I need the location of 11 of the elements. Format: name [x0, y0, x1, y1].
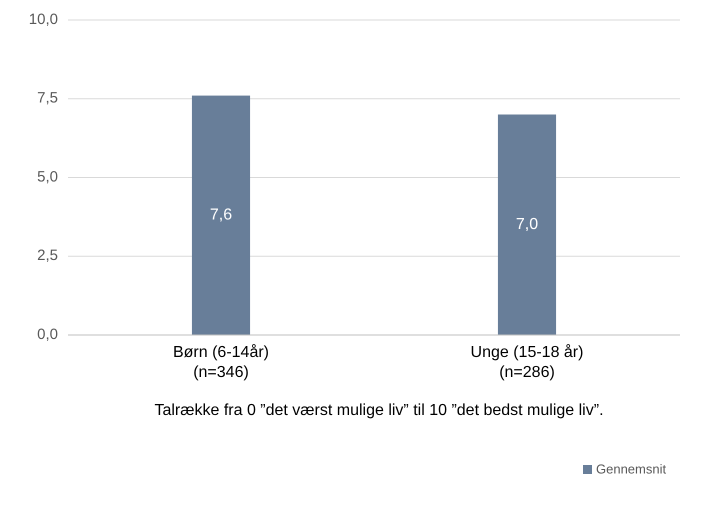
- y-tick-label: 0,0: [37, 326, 58, 343]
- y-tick-label: 5,0: [37, 168, 58, 186]
- y-tick-label: 10,0: [28, 10, 58, 28]
- text: 7,6: [210, 206, 232, 224]
- x-tick-label: Børn (6-14år) (n=346): [172, 344, 270, 381]
- legend-label: Gennemsnit: [596, 461, 666, 476]
- x-axis-title: Talrække fra 0 ”det værst mulige liv” til 10 ”det bedst mulige liv”.: [154, 402, 604, 419]
- text: 7,0: [516, 216, 538, 233]
- y-tick-label: 7,5: [37, 90, 58, 107]
- y-tick-label: 2,5: [37, 247, 58, 264]
- x-tick-label: Unge (15-18 år) (n=286): [470, 344, 584, 381]
